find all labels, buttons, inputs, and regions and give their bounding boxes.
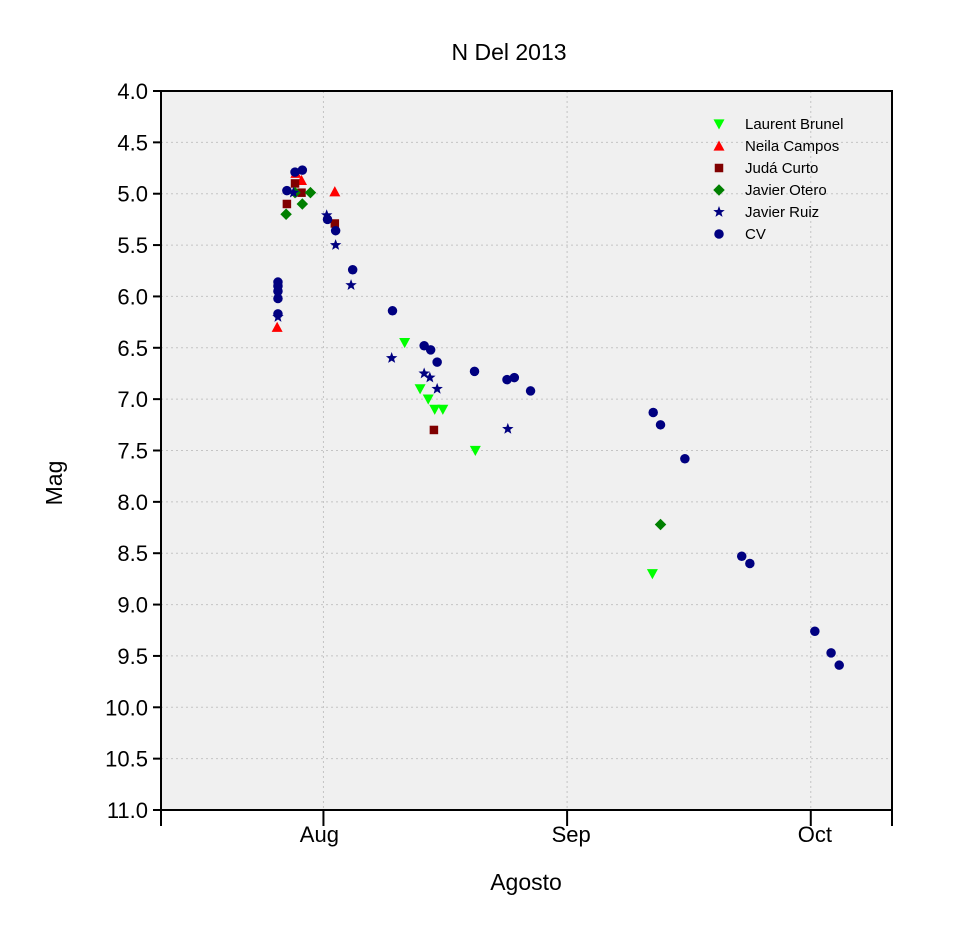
- data-point-cv: [282, 185, 292, 196]
- data-point-juda-curto: [297, 188, 306, 197]
- y-tick-label: 10.0: [105, 695, 148, 720]
- y-tick-label: 5.5: [117, 233, 148, 258]
- data-point-cv: [425, 345, 436, 355]
- data-point-laurent-brunel: [437, 404, 449, 415]
- data-point-neila-campos: [329, 186, 341, 197]
- data-point-javier-otero: [280, 208, 292, 221]
- y-tick-label: 6.5: [117, 336, 148, 361]
- data-point-juda-curto: [429, 425, 439, 435]
- x-tick-label: Aug: [300, 822, 339, 847]
- y-tick-label: 5.0: [117, 182, 148, 207]
- y-tick-label: 4.5: [117, 130, 148, 155]
- y-axis-label: Mag: [41, 461, 67, 506]
- data-point-laurent-brunel: [414, 384, 426, 395]
- data-point-cv: [655, 420, 666, 430]
- y-tick-label: 8.5: [117, 541, 148, 566]
- data-point-cv: [525, 386, 536, 396]
- data-point-cv: [297, 165, 308, 175]
- y-tick-label: 7.5: [117, 439, 148, 464]
- data-point-laurent-brunel: [422, 394, 434, 405]
- data-point-cv: [834, 660, 844, 670]
- data-point-cv: [810, 626, 820, 637]
- data-point-cv: [290, 167, 300, 177]
- y-tick-label: 4.0: [117, 79, 148, 104]
- data-point-javier-otero: [304, 186, 317, 199]
- data-point-cv: [648, 407, 658, 418]
- data-point-cv: [826, 648, 836, 658]
- x-axis: Aug Sep Oct: [160, 810, 893, 847]
- legend-marker-neila-campos: [713, 140, 725, 151]
- legend-label-javier-ruiz: Javier Ruiz: [745, 204, 819, 221]
- data-point-cv: [273, 286, 283, 297]
- x-tick-label: Oct: [798, 822, 832, 847]
- data-point-cv: [347, 264, 358, 275]
- legend-label-javier-otero: Javier Otero: [745, 182, 827, 199]
- x-axis-label: Agosto: [490, 869, 562, 895]
- data-point-juda-curto: [330, 219, 340, 228]
- data-point-laurent-brunel: [469, 445, 481, 456]
- data-point-javier-otero: [296, 198, 309, 210]
- legend-label-cv: CV: [745, 226, 766, 243]
- y-tick-label: 8.0: [117, 490, 148, 515]
- y-tick-label: 9.5: [117, 644, 148, 669]
- data-point-javier-otero: [654, 518, 667, 531]
- data-point-javier-ruiz: [418, 367, 430, 379]
- data-point-cv: [273, 309, 283, 319]
- y-tick-label: 7.0: [117, 387, 148, 412]
- legend-label-neila-campos: Neila Campos: [745, 138, 839, 155]
- data-point-cv: [736, 551, 747, 562]
- data-point-javier-ruiz: [329, 239, 342, 250]
- y-tick-label: 10.5: [105, 747, 148, 772]
- data-point-neila-campos: [271, 321, 283, 332]
- data-point-javier-ruiz: [385, 352, 398, 363]
- y-tick-label: 6.0: [117, 284, 148, 309]
- data-point-laurent-brunel: [646, 569, 658, 580]
- data-point-cv: [432, 357, 442, 367]
- legend-marker-cv: [714, 229, 724, 239]
- data-point-laurent-brunel: [399, 337, 411, 349]
- grid-lines: [161, 91, 892, 810]
- x-tick-label: Sep: [552, 822, 591, 847]
- legend-marker-javier-ruiz: [713, 206, 725, 217]
- y-tick-label: 9.0: [117, 593, 148, 618]
- data-point-cv: [745, 558, 755, 569]
- legend-label-laurent-brunel: Laurent Brunel: [745, 116, 843, 133]
- data-point-javier-ruiz: [502, 422, 514, 434]
- data-point-juda-curto: [290, 179, 300, 188]
- data-point-javier-ruiz: [431, 382, 443, 394]
- data-points: [271, 165, 844, 670]
- y-tick-label: 11.0: [107, 798, 148, 823]
- y-axis: 4.0 4.5 5.0 5.5 6.0 6.5 7.0 7.5 8.0 8.5 9.0 9.5 10.0…: [105, 79, 161, 823]
- data-point-laurent-brunel: [429, 404, 441, 415]
- legend-marker-juda-curto: [714, 163, 724, 173]
- data-point-cv: [387, 306, 398, 316]
- data-point-cv: [469, 366, 480, 377]
- data-point-javier-ruiz: [424, 371, 436, 383]
- legend-label-juda-curto: Judá Curto: [745, 160, 818, 177]
- data-point-cv: [680, 453, 690, 464]
- data-point-cv: [502, 374, 512, 385]
- legend: Laurent Brunel Neila Campos Judá Curto Javi…: [713, 116, 843, 243]
- data-point-javier-ruiz: [287, 186, 300, 198]
- chart-title: N Del 2013: [451, 39, 566, 65]
- data-point-cv: [509, 372, 520, 383]
- data-point-juda-curto: [282, 199, 292, 209]
- data-point-cv: [273, 293, 283, 304]
- data-point-javier-ruiz: [320, 209, 333, 221]
- legend-marker-javier-otero: [713, 184, 725, 196]
- data-point-javier-ruiz: [345, 279, 357, 290]
- data-point-cv: [322, 214, 333, 225]
- legend-marker-laurent-brunel: [713, 119, 725, 130]
- data-point-cv: [330, 225, 341, 236]
